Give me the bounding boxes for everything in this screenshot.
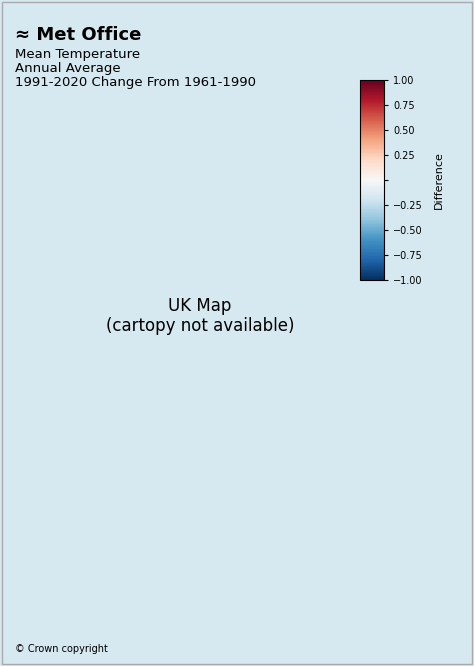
Text: © Crown copyright: © Crown copyright	[15, 644, 108, 654]
Text: Annual Average: Annual Average	[15, 62, 120, 75]
Text: UK Map
(cartopy not available): UK Map (cartopy not available)	[106, 296, 294, 336]
Text: 1991-2020 Change From 1961-1990: 1991-2020 Change From 1961-1990	[15, 76, 256, 89]
Text: ≈ Met Office: ≈ Met Office	[15, 26, 141, 44]
Text: Mean Temperature: Mean Temperature	[15, 48, 140, 61]
Y-axis label: Difference: Difference	[434, 151, 444, 208]
